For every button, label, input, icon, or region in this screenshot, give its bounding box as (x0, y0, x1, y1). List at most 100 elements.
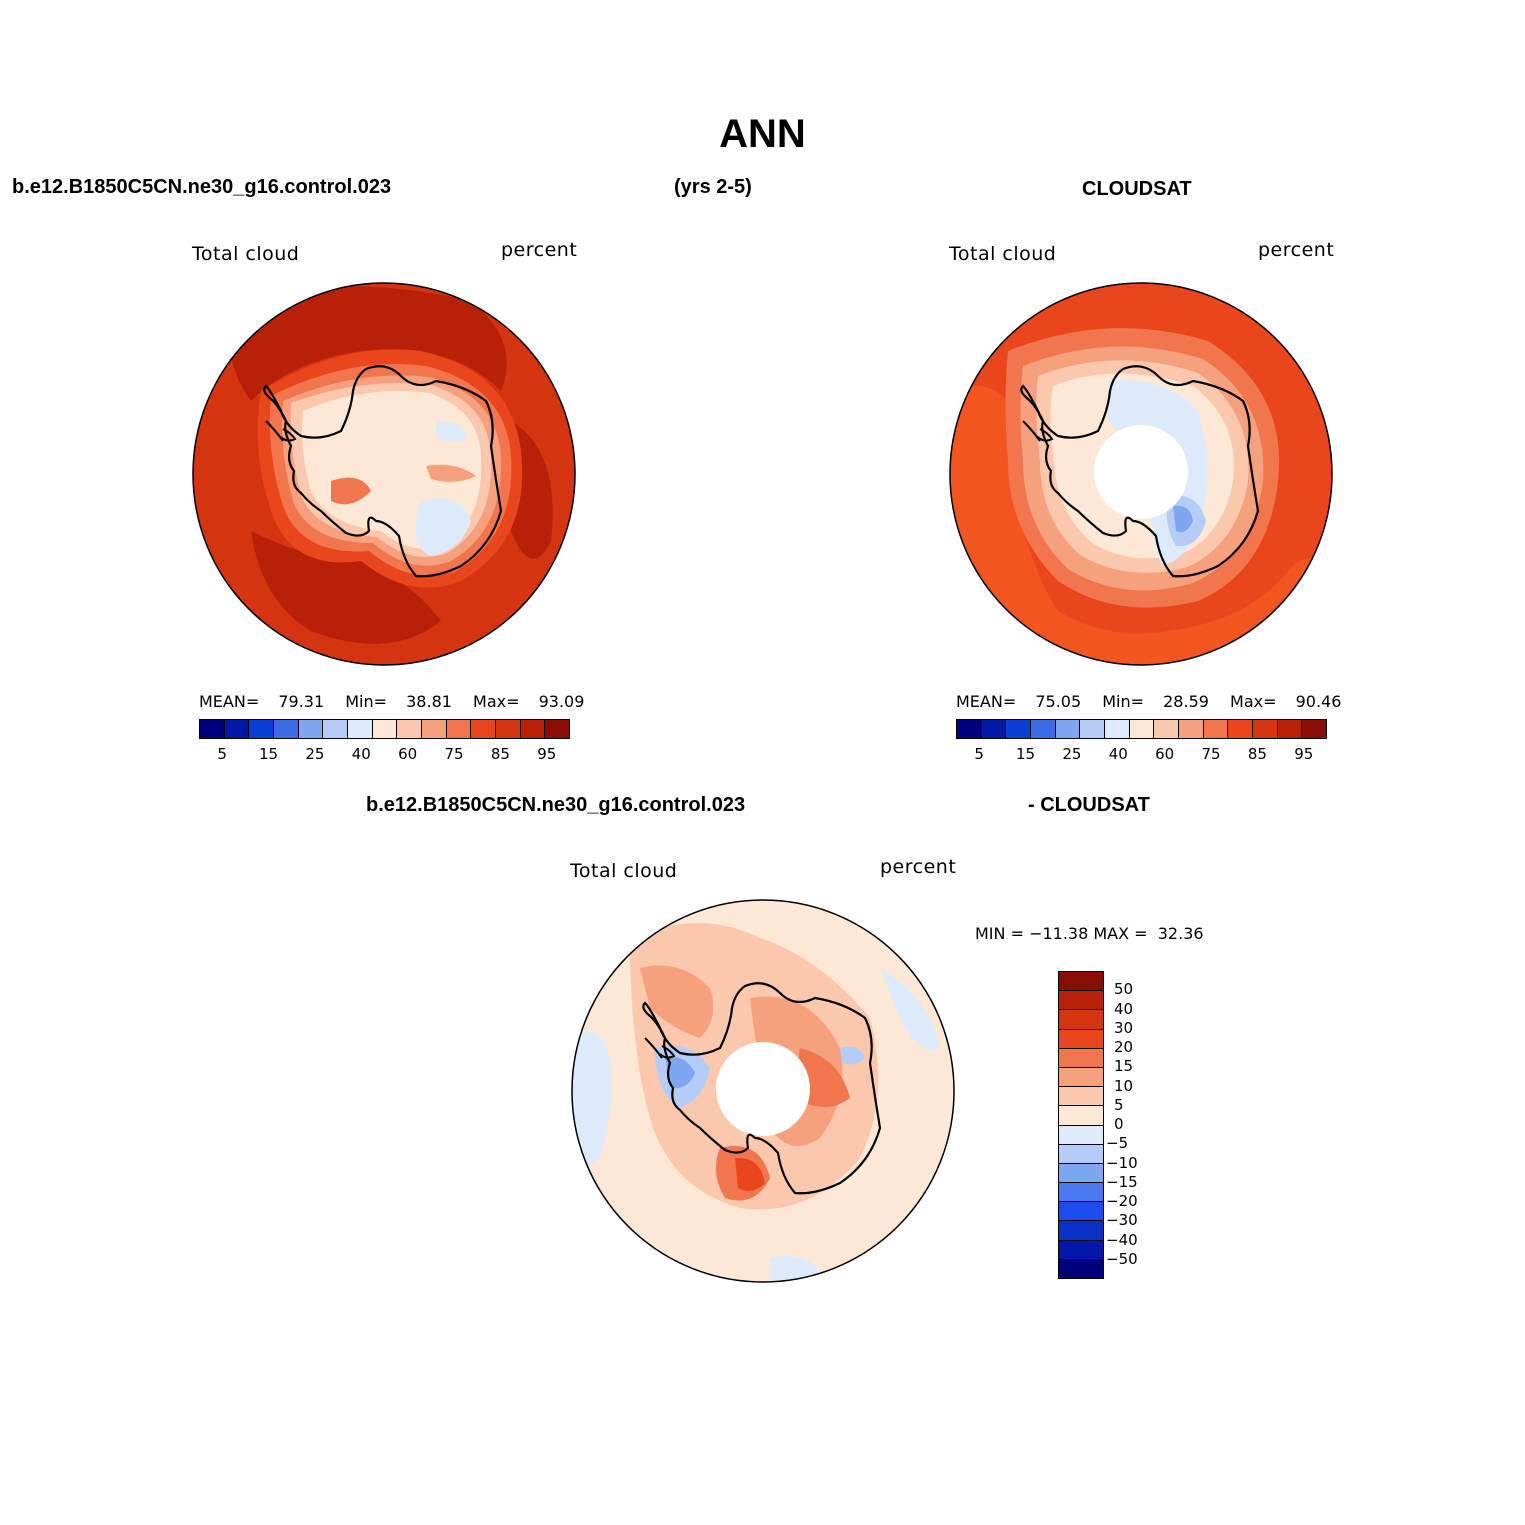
model-colorbar-tick-label: 15 (259, 745, 279, 763)
obs-colorbar-cell (1080, 720, 1106, 738)
model-colorbar-cell (274, 720, 299, 738)
diff-obs-header: - CLOUDSAT (1028, 794, 1150, 816)
model-colorbar-tick-label: 25 (305, 745, 325, 763)
diff-colorbar-tick-label: 30 (1114, 1018, 1134, 1037)
obs-mean-label: MEAN= (956, 692, 1017, 711)
diff-colorbar-tick-label: 0 (1114, 1115, 1124, 1133)
model-colorbar-cell (496, 720, 521, 738)
model-colorbar-cell (446, 720, 472, 738)
obs-min-value: 28.59 (1163, 692, 1209, 711)
obs-colorbar-cell (1031, 720, 1056, 738)
obs-colorbar-cell (1302, 720, 1327, 738)
diff-colorbar-tick-label: 40 (1114, 999, 1134, 1018)
diff-variable-label: Total cloud (570, 860, 678, 882)
obs-variable-label: Total cloud (949, 243, 1057, 265)
diff-colorbar-cell (1059, 972, 1103, 992)
diff-colorbar-cell (1059, 1010, 1103, 1030)
diff-colorbar-tick-label: −40 (1106, 1230, 1138, 1249)
obs-name-header: CLOUDSAT (1082, 178, 1192, 200)
obs-colorbar-cell (981, 720, 1007, 738)
model-colorbar-cell (471, 720, 497, 738)
diff-colorbar-tick-label: 20 (1114, 1038, 1134, 1056)
diff-colorbar-tick-label: 5 (1114, 1095, 1124, 1114)
obs-colorbar-tick-label: 25 (1062, 745, 1082, 763)
diff-colorbar-tick-label: −30 (1106, 1211, 1138, 1230)
diff-colorbar-tick-label: −5 (1106, 1134, 1129, 1153)
model-colorbar-cell (397, 720, 423, 738)
diff-colorbar-cell (1059, 1087, 1103, 1107)
obs-colorbar-tick-label: 5 (974, 745, 984, 763)
model-mean-value: 79.31 (278, 692, 325, 711)
diff-colorbar-ticks: 50 40 30 20 15 10 5 0 −5 −10 −15 −20 −30 −40 −50 (1106, 971, 1170, 1279)
obs-colorbar-tick-label: 60 (1155, 745, 1175, 763)
diff-case-header: b.e12.B1850C5CN.ne30_g16.control.023 (366, 794, 746, 816)
obs-colorbar-cell (1203, 720, 1229, 738)
obs-colorbar-tick-label: 40 (1108, 745, 1128, 763)
model-colorbar-cell (372, 720, 398, 738)
diff-colorbar-tick-label: 10 (1114, 1076, 1134, 1095)
diff-colorbar-tick-label: −15 (1106, 1172, 1138, 1191)
diff-colorbar-cell (1059, 1240, 1103, 1260)
years-header: (yrs 2-5) (674, 176, 752, 198)
obs-colorbar-cell (1006, 720, 1032, 738)
case-name-header: b.e12.B1850C5CN.ne30_g16.control.023 (12, 176, 392, 198)
obs-colorbar-cell (1105, 720, 1130, 738)
diff-colorbar-cell (1059, 1221, 1103, 1241)
page-title: ANN (719, 112, 806, 156)
obs-colorbar-cell (1277, 720, 1303, 738)
diff-units-label: percent (880, 856, 957, 878)
obs-colorbar (956, 719, 1327, 739)
obs-min-label: Min= (1102, 692, 1145, 711)
diff-colorbar-cell (1059, 1202, 1103, 1222)
model-units-label: percent (501, 239, 578, 261)
diff-colorbar-cell (1059, 1048, 1103, 1068)
obs-colorbar-tick-label: 75 (1201, 745, 1221, 763)
obs-colorbar-cell (1179, 720, 1204, 738)
diff-colorbar-cell (1059, 1144, 1103, 1164)
model-colorbar-cell (200, 720, 225, 738)
obs-units-label: percent (1258, 239, 1335, 261)
obs-mean-value: 75.05 (1035, 692, 1082, 711)
model-colorbar-ticks: 5 15 25 40 60 75 85 95 (199, 745, 570, 765)
model-colorbar-tick-label: 60 (398, 745, 418, 763)
model-colorbar-cell (249, 720, 275, 738)
model-colorbar-tick-label: 40 (351, 745, 371, 763)
obs-colorbar-cell (1129, 720, 1155, 738)
diff-colorbar-cell (1059, 991, 1103, 1011)
diff-colorbar-cell (1059, 1029, 1103, 1049)
model-colorbar-tick-label: 85 (490, 745, 510, 763)
model-polar-map (192, 282, 576, 666)
model-colorbar-cell (323, 720, 349, 738)
obs-max-value: 90.46 (1295, 692, 1342, 711)
model-min-label: Min= (345, 692, 388, 711)
model-colorbar-tick-label: 5 (217, 745, 227, 763)
obs-colorbar-cell (1055, 720, 1081, 738)
diff-colorbar-tick-label: −20 (1106, 1192, 1138, 1210)
obs-colorbar-cell (1154, 720, 1180, 738)
diff-colorbar-cell (1059, 1183, 1103, 1203)
diff-colorbar-cell (1059, 1259, 1103, 1278)
obs-colorbar-cell (1228, 720, 1254, 738)
diff-colorbar (1058, 971, 1104, 1279)
model-mean-label: MEAN= (199, 692, 260, 711)
model-colorbar-tick-label: 75 (444, 745, 464, 763)
diff-colorbar-cell (1059, 1106, 1103, 1126)
model-stats: MEAN= 79.31 Min= 38.81 Max= 93.09 (199, 692, 584, 711)
diff-colorbar-cell (1059, 1125, 1103, 1145)
diff-colorbar-tick-label: 50 (1114, 980, 1134, 999)
diff-colorbar-tick-label: −10 (1106, 1153, 1138, 1172)
diff-polar-map (571, 899, 955, 1283)
model-colorbar (199, 719, 570, 739)
diff-colorbar-tick-label: −50 (1106, 1249, 1138, 1268)
diff-colorbar-cell (1059, 1067, 1103, 1088)
diff-colorbar-tick-label: 15 (1114, 1057, 1134, 1076)
obs-colorbar-ticks: 5 15 25 40 60 75 85 95 (956, 745, 1327, 765)
diff-minmax: MIN = −11.38 MAX = 32.36 (975, 924, 1204, 943)
obs-colorbar-tick-label: 15 (1016, 745, 1036, 763)
obs-polar-map (949, 282, 1333, 666)
model-colorbar-cell (348, 720, 373, 738)
model-max-value: 93.09 (538, 692, 585, 711)
obs-colorbar-cell (1253, 720, 1278, 738)
model-colorbar-cell (422, 720, 447, 738)
model-colorbar-cell (545, 720, 570, 738)
